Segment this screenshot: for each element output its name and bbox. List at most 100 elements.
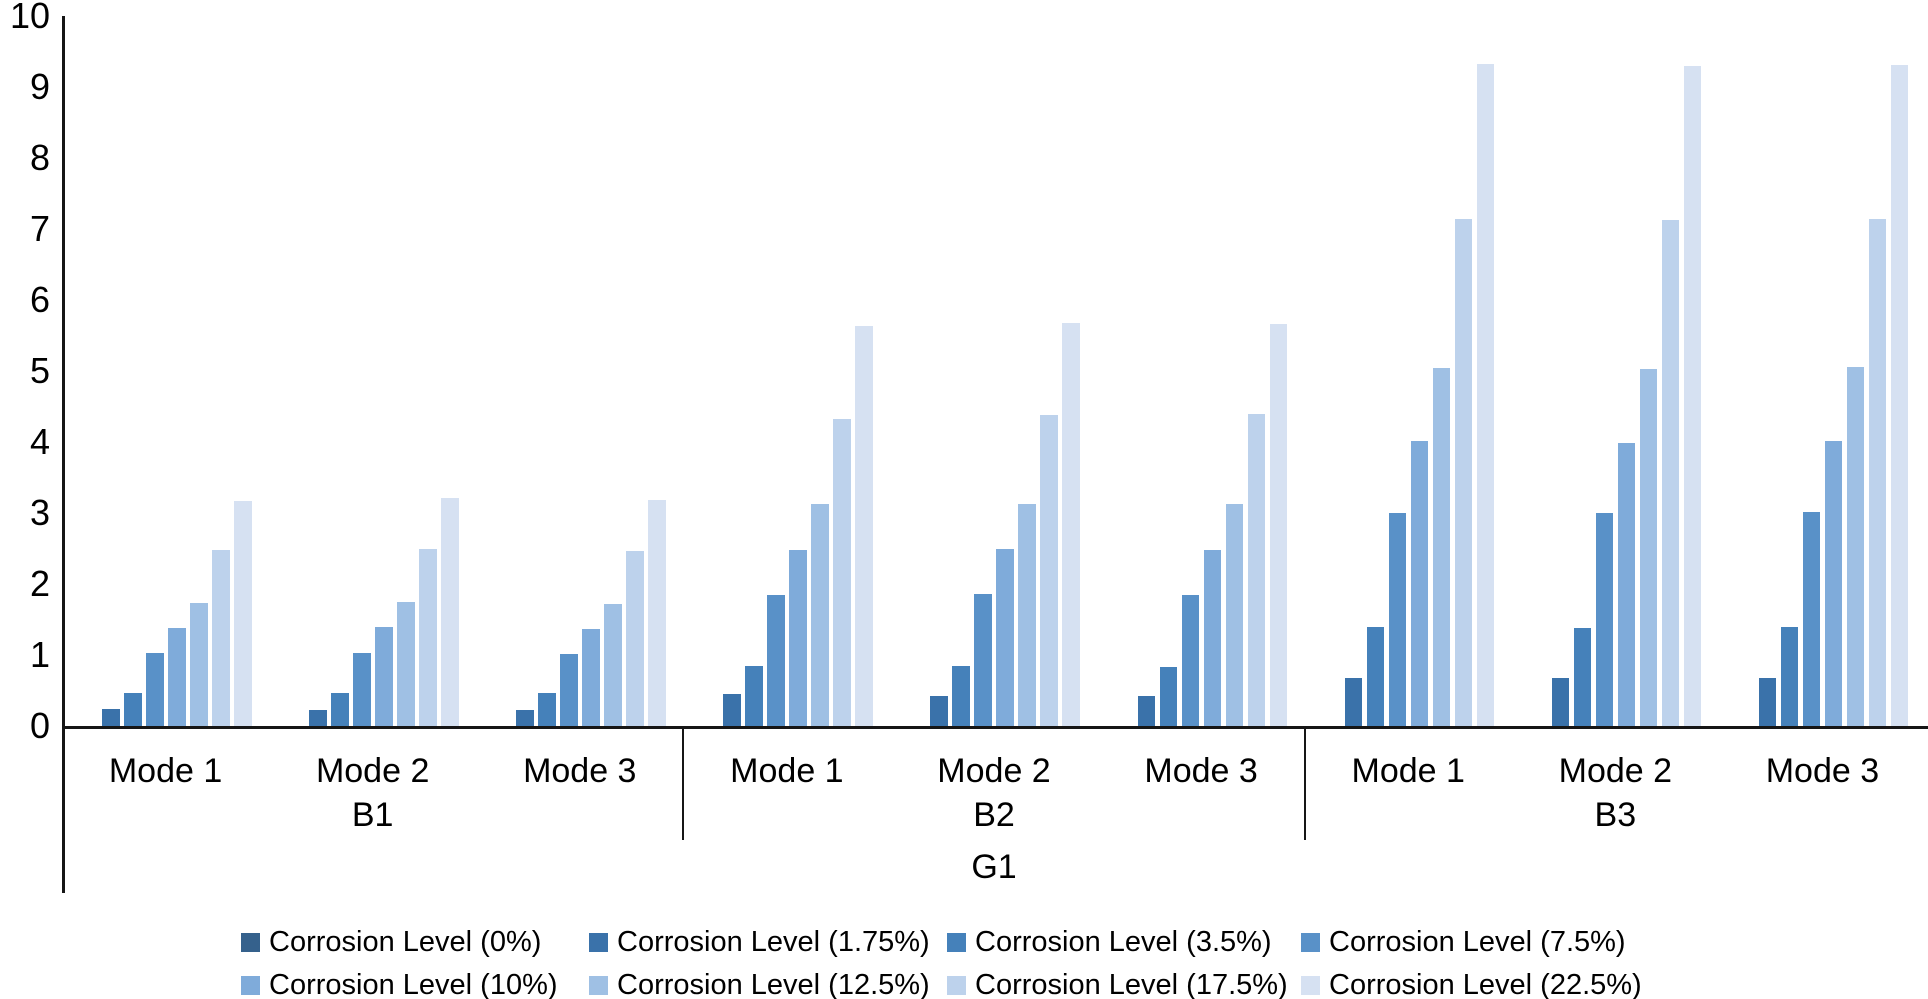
x-axis-line bbox=[62, 726, 1928, 729]
legend-label: Corrosion Level (17.5%) bbox=[975, 969, 1288, 999]
mode-label: Mode 3 bbox=[1144, 752, 1258, 790]
legend-label: Corrosion Level (0%) bbox=[269, 926, 542, 958]
y-tick-label: 3 bbox=[29, 492, 50, 533]
mode-label: Mode 1 bbox=[1351, 752, 1465, 790]
bar bbox=[1040, 415, 1058, 726]
bar bbox=[441, 498, 459, 726]
bar bbox=[234, 500, 252, 726]
mode-label: Mode 1 bbox=[108, 752, 223, 790]
category-separator bbox=[1303, 727, 1306, 840]
legend-swatch bbox=[589, 932, 608, 952]
bar bbox=[1595, 513, 1614, 726]
bar bbox=[1780, 627, 1799, 726]
legend-swatch bbox=[589, 975, 608, 995]
y-tick-label: 8 bbox=[29, 137, 50, 178]
y-tick-label: 7 bbox=[29, 208, 50, 249]
bar bbox=[1824, 441, 1843, 726]
bar bbox=[516, 710, 534, 726]
legend-item: Corrosion Level (0%) bbox=[241, 922, 541, 962]
bar bbox=[1159, 667, 1178, 726]
bar bbox=[811, 504, 829, 726]
bar bbox=[309, 710, 327, 726]
bar bbox=[1269, 324, 1288, 726]
y-tick-label: 1 bbox=[29, 634, 50, 675]
legend-item: Corrosion Level (22.5%) bbox=[1301, 965, 1642, 999]
bar bbox=[974, 593, 992, 726]
bar bbox=[560, 653, 578, 726]
bar bbox=[582, 628, 600, 726]
bar bbox=[767, 595, 785, 726]
bar bbox=[833, 419, 851, 726]
bar bbox=[930, 696, 948, 726]
y-tick-label: 9 bbox=[29, 66, 50, 107]
category-separator bbox=[682, 727, 685, 840]
bar bbox=[538, 693, 556, 726]
bar bbox=[146, 652, 164, 726]
legend-swatch bbox=[1301, 932, 1320, 952]
axis-group-label: G1 bbox=[971, 848, 1017, 886]
legend-swatch bbox=[241, 932, 260, 952]
bar bbox=[419, 549, 437, 726]
bar bbox=[1432, 368, 1451, 726]
mode-label: Mode 2 bbox=[1558, 752, 1673, 790]
legend-item: Corrosion Level (7.5%) bbox=[1301, 922, 1626, 962]
bar bbox=[1018, 503, 1036, 726]
bar bbox=[1868, 219, 1887, 726]
y-tick-label: 10 bbox=[9, 0, 50, 36]
legend-item: Corrosion Level (17.5%) bbox=[947, 965, 1288, 999]
bar bbox=[1247, 414, 1266, 726]
y-tick-label: 6 bbox=[29, 279, 50, 320]
bar bbox=[723, 694, 741, 726]
legend-label: Corrosion Level (12.5%) bbox=[617, 969, 930, 999]
bar bbox=[626, 550, 644, 726]
bar bbox=[102, 708, 120, 726]
y-tick-label: 5 bbox=[29, 350, 50, 391]
bar bbox=[1683, 65, 1702, 726]
y-tick-label: 0 bbox=[29, 705, 50, 746]
bar bbox=[745, 665, 763, 726]
bar bbox=[1062, 322, 1080, 726]
bar bbox=[1617, 442, 1636, 726]
bar bbox=[1203, 549, 1222, 726]
bar bbox=[1410, 441, 1429, 726]
section-label: B2 bbox=[973, 796, 1015, 834]
bar bbox=[952, 666, 970, 726]
bar bbox=[996, 549, 1014, 726]
section-label: B3 bbox=[1594, 796, 1637, 834]
bar bbox=[212, 549, 230, 726]
bar bbox=[190, 603, 208, 726]
bar bbox=[353, 652, 371, 726]
bar bbox=[1454, 219, 1473, 726]
legend-item: Corrosion Level (12.5%) bbox=[589, 965, 930, 999]
bar bbox=[1225, 504, 1244, 726]
bar bbox=[1573, 628, 1592, 726]
y-tick-label: 4 bbox=[29, 421, 50, 462]
bar bbox=[1551, 678, 1570, 726]
legend-label: Corrosion Level (7.5%) bbox=[1329, 926, 1626, 958]
bar bbox=[397, 602, 415, 726]
bar bbox=[1366, 626, 1385, 726]
legend-item: Corrosion Level (3.5%) bbox=[947, 922, 1272, 962]
bar bbox=[1639, 368, 1658, 726]
bar bbox=[1388, 513, 1407, 726]
legend-item: Corrosion Level (1.75%) bbox=[589, 922, 930, 962]
legend-swatch bbox=[1301, 975, 1320, 995]
bar bbox=[1661, 219, 1680, 726]
mode-label: Mode 3 bbox=[1765, 752, 1880, 790]
section-label: B1 bbox=[351, 796, 394, 834]
mode-label: Mode 2 bbox=[315, 752, 430, 790]
bar bbox=[855, 326, 873, 726]
bar bbox=[168, 628, 186, 726]
bar bbox=[1890, 64, 1909, 726]
bar bbox=[789, 549, 807, 726]
legend-label: Corrosion Level (1.75%) bbox=[617, 926, 930, 958]
legend-swatch bbox=[947, 932, 966, 952]
legend-label: Corrosion Level (10%) bbox=[269, 969, 558, 999]
bar bbox=[331, 692, 349, 726]
mode-label: Mode 3 bbox=[523, 752, 637, 790]
bar bbox=[1181, 594, 1200, 726]
bar bbox=[1137, 696, 1156, 726]
legend-label: Corrosion Level (3.5%) bbox=[975, 926, 1272, 958]
bar bbox=[1758, 678, 1777, 726]
